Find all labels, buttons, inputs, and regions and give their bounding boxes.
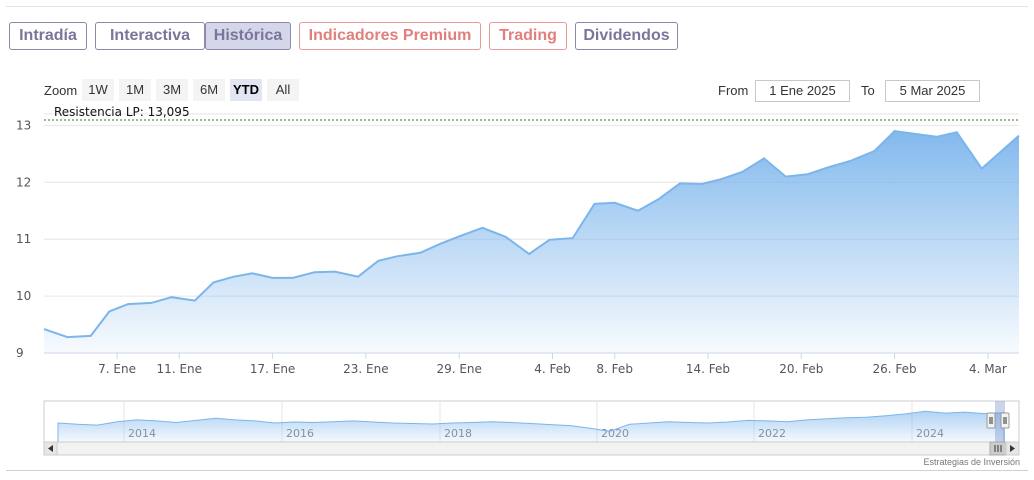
price-area: [44, 131, 1019, 353]
tab-indicadores-premium[interactable]: Indicadores Premium: [299, 22, 481, 50]
x-tick-label: 17. Ene: [250, 362, 295, 376]
navigator-series: [57, 410, 1005, 443]
scroll-right-button[interactable]: [1005, 441, 1020, 456]
resistance-label: Resistencia LP: 13,095: [54, 105, 190, 119]
y-tick-label: 13: [16, 118, 31, 132]
zoom-button-1w[interactable]: 1W: [82, 79, 114, 101]
x-tick-label: 23. Ene: [343, 362, 388, 376]
zoom-button-1m[interactable]: 1M: [119, 79, 151, 101]
zoom-button-3m[interactable]: 3M: [156, 79, 188, 101]
zoom-button-all[interactable]: All: [267, 79, 299, 101]
chevron-left-icon: [48, 445, 53, 452]
bottom-divider: [6, 470, 1028, 471]
price-line: [43, 130, 1020, 339]
x-tick-label: 11. Ene: [157, 362, 202, 376]
navigator[interactable]: 201420162018202020222024: [43, 400, 1020, 443]
y-tick-label: 10: [16, 289, 31, 303]
tab-intradia[interactable]: Intradía: [9, 22, 87, 50]
x-tick-label: 29. Ene: [436, 362, 481, 376]
y-tick-label: 12: [16, 175, 31, 189]
chart-credits[interactable]: Estrategias de Inversión: [923, 457, 1020, 467]
x-tick-label: 20. Feb: [779, 362, 823, 376]
scroll-left-button[interactable]: [43, 441, 58, 456]
zoom-button-ytd[interactable]: YTD: [230, 79, 262, 101]
tab-historica[interactable]: Histórica: [205, 22, 291, 50]
zoom-button-6m[interactable]: 6M: [193, 79, 225, 101]
x-tick-label: 14. Feb: [686, 362, 730, 376]
navigator-handle-left[interactable]: [986, 412, 996, 429]
chevron-right-icon: [1010, 445, 1015, 452]
x-tick-label: 4. Feb: [534, 362, 571, 376]
y-tick-label: 11: [16, 232, 31, 246]
x-tick-label: 4. Mar: [969, 362, 1007, 376]
zoom-label: Zoom: [44, 83, 78, 98]
to-date-input[interactable]: 5 Mar 2025: [885, 80, 980, 102]
navigator-selection[interactable]: [995, 401, 1005, 442]
navigator-scrollbar[interactable]: [43, 441, 1020, 456]
tab-dividendos[interactable]: Dividendos: [575, 22, 678, 50]
to-label: To: [861, 83, 875, 98]
navigator-handle-right[interactable]: [1000, 412, 1010, 429]
x-tick-label: 26. Feb: [873, 362, 917, 376]
from-label: From: [718, 83, 749, 98]
from-date-input[interactable]: 1 Ene 2025: [755, 80, 850, 102]
x-tick-label: 7. Ene: [98, 362, 136, 376]
x-tick-label: 8. Feb: [596, 362, 633, 376]
tab-interactiva[interactable]: Interactiva: [95, 22, 205, 50]
top-divider: [6, 6, 1028, 7]
tab-trading[interactable]: Trading: [489, 22, 567, 50]
y-tick-label: 9: [16, 346, 24, 360]
